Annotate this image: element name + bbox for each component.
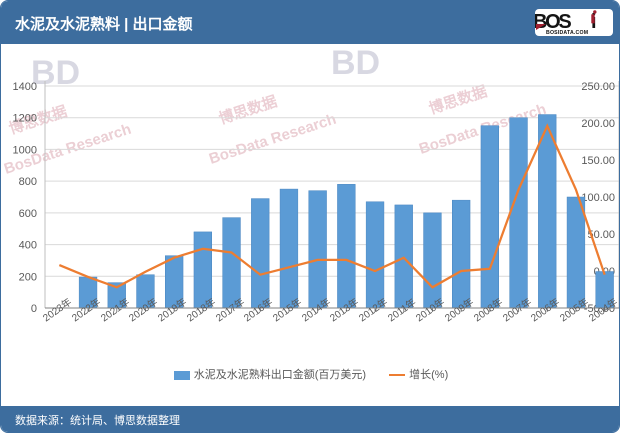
svg-text:200: 200 [19, 271, 37, 283]
svg-text:200.00: 200.00 [581, 118, 615, 130]
svg-text:250.00: 250.00 [581, 81, 615, 93]
svg-text:100.00: 100.00 [581, 192, 615, 204]
svg-text:BOSIDATA.COM: BOSIDATA.COM [546, 30, 588, 36]
svg-text:150.00: 150.00 [581, 155, 615, 167]
svg-text:1400: 1400 [13, 81, 37, 93]
svg-text:400: 400 [19, 240, 37, 252]
svg-text:1200: 1200 [13, 113, 37, 125]
svg-text:600: 600 [19, 208, 37, 220]
svg-text:800: 800 [19, 176, 37, 188]
svg-text:1000: 1000 [13, 144, 37, 156]
